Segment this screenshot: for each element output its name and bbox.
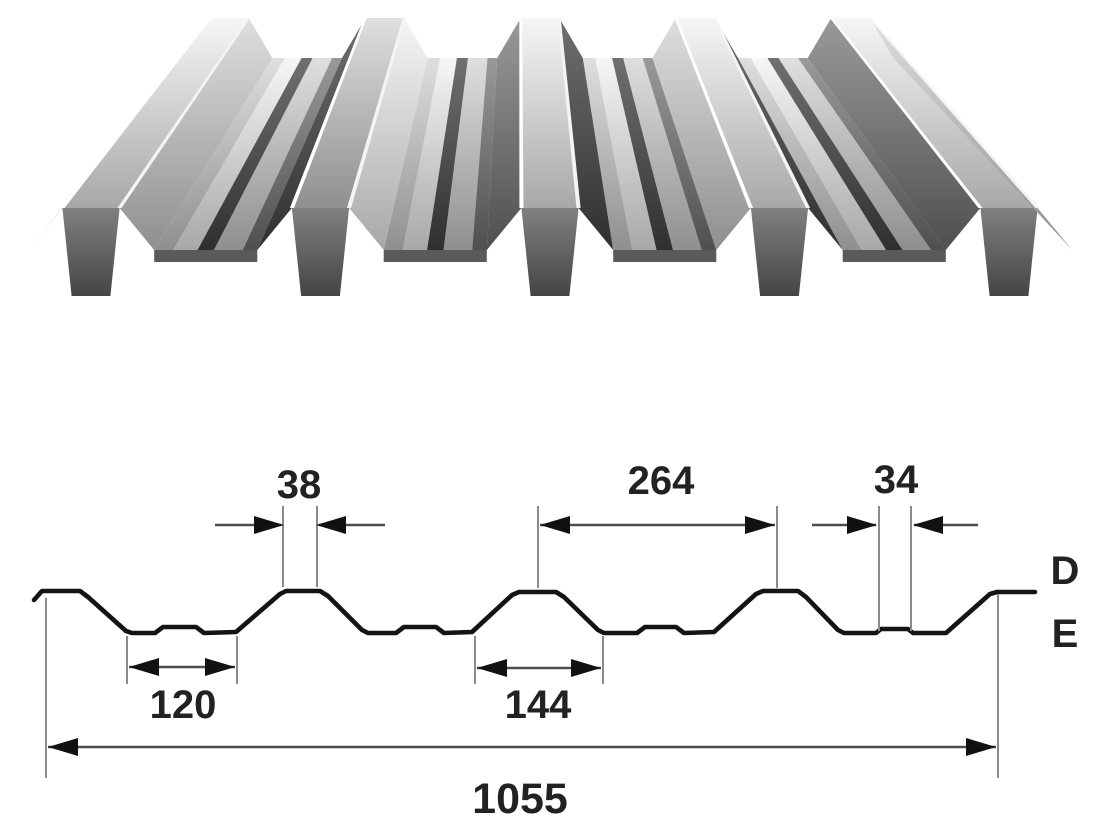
sheet-facet xyxy=(767,58,903,250)
sheet-facet xyxy=(798,58,946,250)
sheet-facet xyxy=(613,250,717,262)
dimension-valley-width: 120 xyxy=(129,658,235,727)
profile-cross-section xyxy=(31,588,1038,636)
sheet-facet xyxy=(291,18,405,208)
sheet-3d-render xyxy=(27,18,1073,296)
arrowhead xyxy=(254,516,284,534)
arrowhead xyxy=(129,658,159,676)
arrowhead xyxy=(847,516,877,534)
sheet-facet xyxy=(595,58,660,250)
sheet-facet xyxy=(652,18,751,250)
extension-lines xyxy=(45,506,999,778)
sheet-facet xyxy=(842,250,946,262)
sheet-facet xyxy=(472,58,498,250)
sheet-facet xyxy=(62,18,249,208)
dimension-rib-base-width: 144 xyxy=(477,659,601,727)
sheet-facet xyxy=(242,58,342,250)
sheet-facet xyxy=(980,208,1038,296)
arrowhead xyxy=(48,738,78,756)
profile-outline xyxy=(31,588,1038,636)
sheet-facet xyxy=(154,250,258,262)
sheet-facet xyxy=(427,58,468,250)
sheet-facet xyxy=(831,18,1038,208)
sheet-facet xyxy=(349,18,428,250)
sheet-facet xyxy=(60,18,212,208)
arrowhead xyxy=(540,516,570,534)
sheet-facet xyxy=(750,208,809,296)
dim-value-rib-pitch: 264 xyxy=(628,459,695,503)
sheet-facet xyxy=(807,18,981,250)
sheet-facet xyxy=(519,18,524,208)
sheet-facet xyxy=(714,18,843,250)
dimension-crest-top-width: 38 xyxy=(215,463,385,534)
dimension-overall-width: 1055 xyxy=(48,738,996,823)
sheet-facet xyxy=(557,18,581,208)
sheet-facet xyxy=(675,18,809,208)
sheet-facet xyxy=(486,18,522,250)
sheet-facet xyxy=(291,208,350,296)
sheet-facet xyxy=(402,58,459,250)
sheet-facet xyxy=(559,18,614,250)
dim-value-valley-width: 120 xyxy=(150,683,217,727)
sheet-facet xyxy=(62,208,120,296)
dim-value-crest-top-width: 38 xyxy=(277,463,322,507)
sheet-facet xyxy=(829,18,983,208)
sheet-facet xyxy=(868,18,1040,208)
sheet-facet xyxy=(642,58,717,250)
sheet-facet xyxy=(713,18,811,208)
level-label-top: D xyxy=(1051,549,1080,593)
sheet-facet xyxy=(117,18,251,208)
sheet-facet xyxy=(172,58,304,250)
arrowhead xyxy=(205,658,235,676)
dim-value-stiffener-width: 34 xyxy=(874,458,919,502)
arrowhead xyxy=(745,516,775,534)
dim-value-overall-width: 1055 xyxy=(472,775,568,823)
dimension-stiffener-width: 34 xyxy=(812,458,978,534)
sheet-facet xyxy=(257,18,366,250)
sheet-facet xyxy=(289,18,367,208)
dimension-rib-pitch: 264 xyxy=(540,459,775,534)
dim-value-rib-base-width: 144 xyxy=(505,683,572,727)
sheet-facet xyxy=(612,58,673,250)
arrowhead xyxy=(913,516,943,534)
arrowhead xyxy=(316,516,346,534)
arrowhead xyxy=(966,738,996,756)
arrowhead xyxy=(477,659,507,677)
sheet-facet xyxy=(520,18,579,208)
sheet-facet xyxy=(119,18,273,250)
sheet-facet xyxy=(521,208,579,296)
level-label-bottom: E xyxy=(1052,612,1079,656)
sheet-facet xyxy=(197,58,313,250)
arrowhead xyxy=(571,659,601,677)
sheet-facet xyxy=(750,58,890,250)
sheet-facet xyxy=(674,18,753,208)
sheet-facet xyxy=(347,18,406,208)
sheet-facet xyxy=(383,250,487,262)
